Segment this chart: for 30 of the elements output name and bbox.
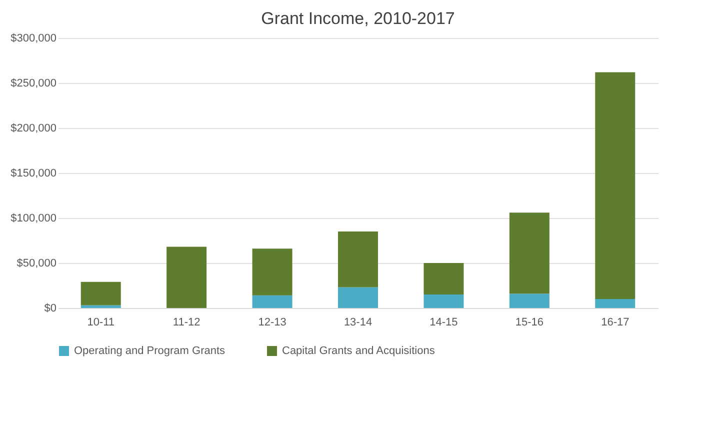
x-tick-label: 16-17	[601, 316, 630, 328]
y-tick-label: $50,000	[16, 258, 56, 270]
y-tick-label: $300,000	[10, 32, 56, 44]
y-tick-label: $250,000	[10, 78, 56, 90]
x-tick-label: 15-16	[515, 316, 544, 328]
x-tick-label: 10-11	[87, 316, 115, 328]
bar	[252, 295, 292, 308]
bar	[80, 305, 121, 308]
y-tick-label: $150,000	[10, 168, 56, 180]
bar	[509, 294, 550, 308]
bar	[166, 246, 207, 308]
bar	[509, 212, 550, 294]
legend-label: Capital Grants and Acquisitions	[282, 345, 436, 357]
bar	[338, 287, 378, 308]
bar	[338, 232, 378, 288]
bar	[80, 282, 121, 306]
y-tick-label: $100,000	[10, 212, 56, 224]
chart-title: Grant Income, 2010-2017	[261, 9, 455, 28]
x-tick-label: 14-15	[430, 316, 458, 328]
bar	[424, 294, 464, 308]
legend-label: Operating and Program Grants	[74, 345, 226, 357]
y-tick-label: $200,000	[10, 122, 56, 134]
x-tick-label: 13-14	[344, 316, 372, 328]
bar	[595, 72, 636, 299]
y-tick-label: $0	[44, 302, 56, 314]
bar	[595, 299, 636, 308]
bar	[424, 263, 464, 294]
bar	[252, 248, 292, 296]
x-tick-label: 12-13	[258, 316, 286, 328]
x-tick-label: 11-12	[172, 316, 200, 328]
